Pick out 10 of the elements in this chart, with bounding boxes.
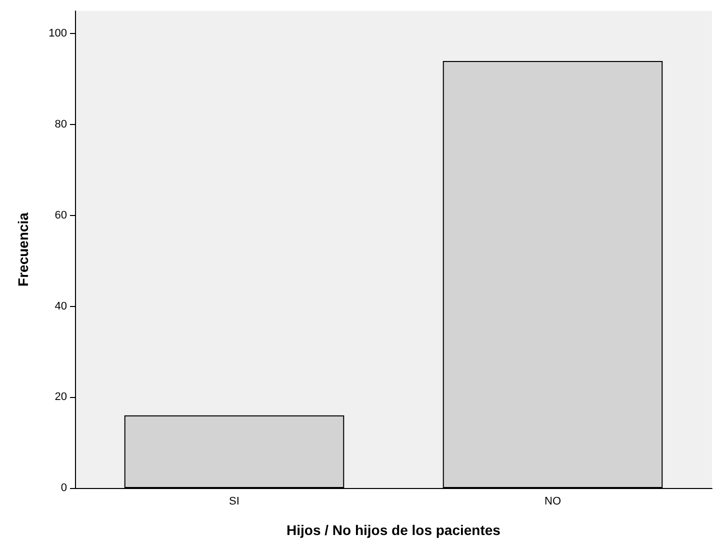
y-tick-label: 20 (54, 391, 67, 404)
x-axis-title: Hijos / No hijos de los pacientes (286, 522, 501, 538)
y-axis-title: Frecuencia (15, 212, 31, 286)
y-tick-label: 100 (48, 28, 67, 40)
x-tick-label: SI (229, 496, 240, 508)
y-tick-label: 0 (60, 482, 67, 494)
y-tick-label: 40 (54, 300, 67, 312)
x-tick-label: NO (544, 496, 562, 508)
y-tick-label: 80 (54, 118, 67, 131)
y-tick-label: 60 (54, 209, 67, 222)
